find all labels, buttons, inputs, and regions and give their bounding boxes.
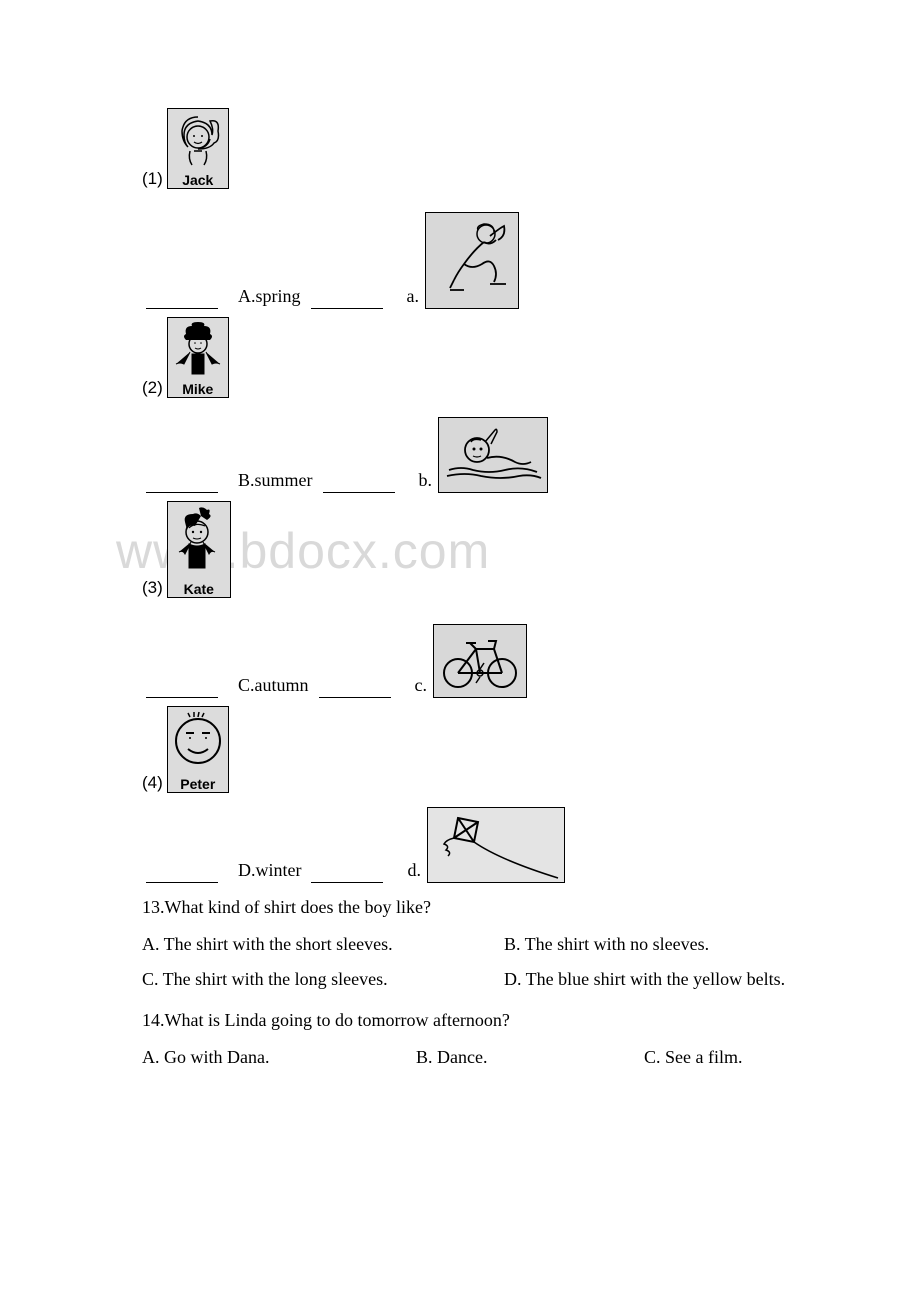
blank-input[interactable] <box>319 697 391 698</box>
q13-options-row1: A. The shirt with the short sleeves. B. … <box>142 927 800 961</box>
q14-option-b[interactable]: B. Dance. <box>416 1040 644 1074</box>
person-box-peter: Peter <box>167 706 229 793</box>
blank-input[interactable] <box>146 308 218 309</box>
blank-input[interactable] <box>323 492 395 493</box>
person-name: Jack <box>168 171 228 188</box>
kite-icon <box>427 807 565 883</box>
q14-option-c[interactable]: C. See a film. <box>644 1040 742 1074</box>
item-number: (2) <box>142 378 163 398</box>
blank-input[interactable] <box>146 882 218 883</box>
q14-options-row: A. Go with Dana. B. Dance. C. See a film… <box>142 1040 800 1074</box>
person-name: Mike <box>168 380 228 397</box>
person-box-mike: Mike <box>167 317 229 398</box>
matching-item-2: (2) Mike B.summer b. <box>142 317 800 493</box>
person-box-jack: Jack <box>167 108 229 189</box>
swimming-icon <box>438 417 548 493</box>
season-choice: B.summer <box>238 470 313 493</box>
person-box-kate: Kate <box>167 501 231 598</box>
person-name: Peter <box>168 775 228 792</box>
bicycle-icon <box>433 624 527 698</box>
blank-input[interactable] <box>146 697 218 698</box>
q13-option-d[interactable]: D. The blue shirt with the yellow belts. <box>504 962 785 996</box>
season-choice: C.autumn <box>238 675 309 698</box>
season-choice: D.winter <box>238 860 301 883</box>
q13-option-c[interactable]: C. The shirt with the long sleeves. <box>142 962 504 996</box>
activity-letter: a. <box>407 286 420 309</box>
matching-item-3: (3) Kate C.autumn <box>142 501 800 698</box>
girl-ponytail-icon <box>168 502 228 580</box>
boy-curly-icon <box>168 318 228 380</box>
blank-input[interactable] <box>146 492 218 493</box>
activity-letter: c. <box>415 675 428 698</box>
person-name: Kate <box>168 580 230 597</box>
activity-letter: b. <box>419 470 433 493</box>
blank-input[interactable] <box>311 308 383 309</box>
question-14: 14.What is Linda going to do tomorrow af… <box>142 1004 800 1036</box>
boy-face-icon <box>168 707 228 775</box>
boy-hair-icon <box>168 109 228 171</box>
matching-item-1: (1) Jack A.spring a. <box>142 108 800 309</box>
season-choice: A.spring <box>238 286 301 309</box>
matching-item-4: (4) Peter D.winter d. <box>142 706 800 883</box>
blank-input[interactable] <box>311 882 383 883</box>
question-13: 13.What kind of shirt does the boy like? <box>142 891 800 923</box>
q14-option-a[interactable]: A. Go with Dana. <box>142 1040 416 1074</box>
item-number: (1) <box>142 169 163 189</box>
item-number: (3) <box>142 578 163 598</box>
item-number: (4) <box>142 773 163 793</box>
q13-options-row2: C. The shirt with the long sleeves. D. T… <box>142 962 800 996</box>
activity-letter: d. <box>407 860 421 883</box>
skating-icon <box>425 212 519 309</box>
q13-option-a[interactable]: A. The shirt with the short sleeves. <box>142 927 504 961</box>
q13-option-b[interactable]: B. The shirt with no sleeves. <box>504 927 709 961</box>
